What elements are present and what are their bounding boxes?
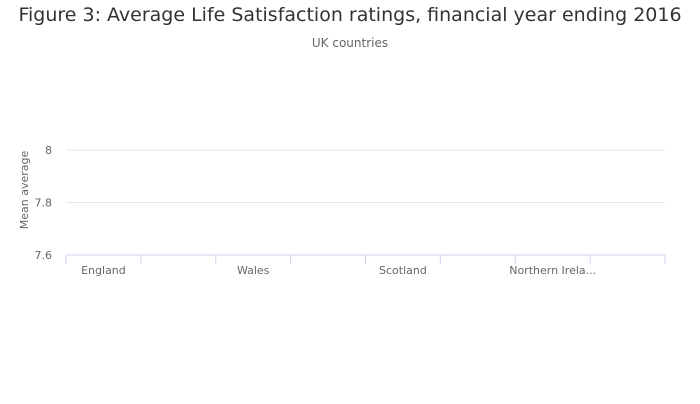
x-tick-label: Northern Irela... <box>509 264 596 277</box>
y-tick-label: 8 <box>45 144 52 157</box>
chart-subtitle: UK countries <box>311 36 389 50</box>
y-tick-labels: 7.6 7.8 8 <box>35 144 53 262</box>
y-tick-label: 7.6 <box>35 249 53 262</box>
x-tick-label: England <box>81 264 126 277</box>
gridlines <box>66 149 665 203</box>
x-tick-labels: England Wales Scotland Northern Irela... <box>81 264 596 277</box>
x-tick-label: Scotland <box>379 264 427 277</box>
x-tick-label: Wales <box>237 264 270 277</box>
y-axis-title: Mean average <box>18 151 31 230</box>
x-axis <box>65 254 666 264</box>
y-tick-label: 7.8 <box>35 197 53 210</box>
chart-title: Figure 3: Average Life Satisfaction rati… <box>18 4 682 26</box>
